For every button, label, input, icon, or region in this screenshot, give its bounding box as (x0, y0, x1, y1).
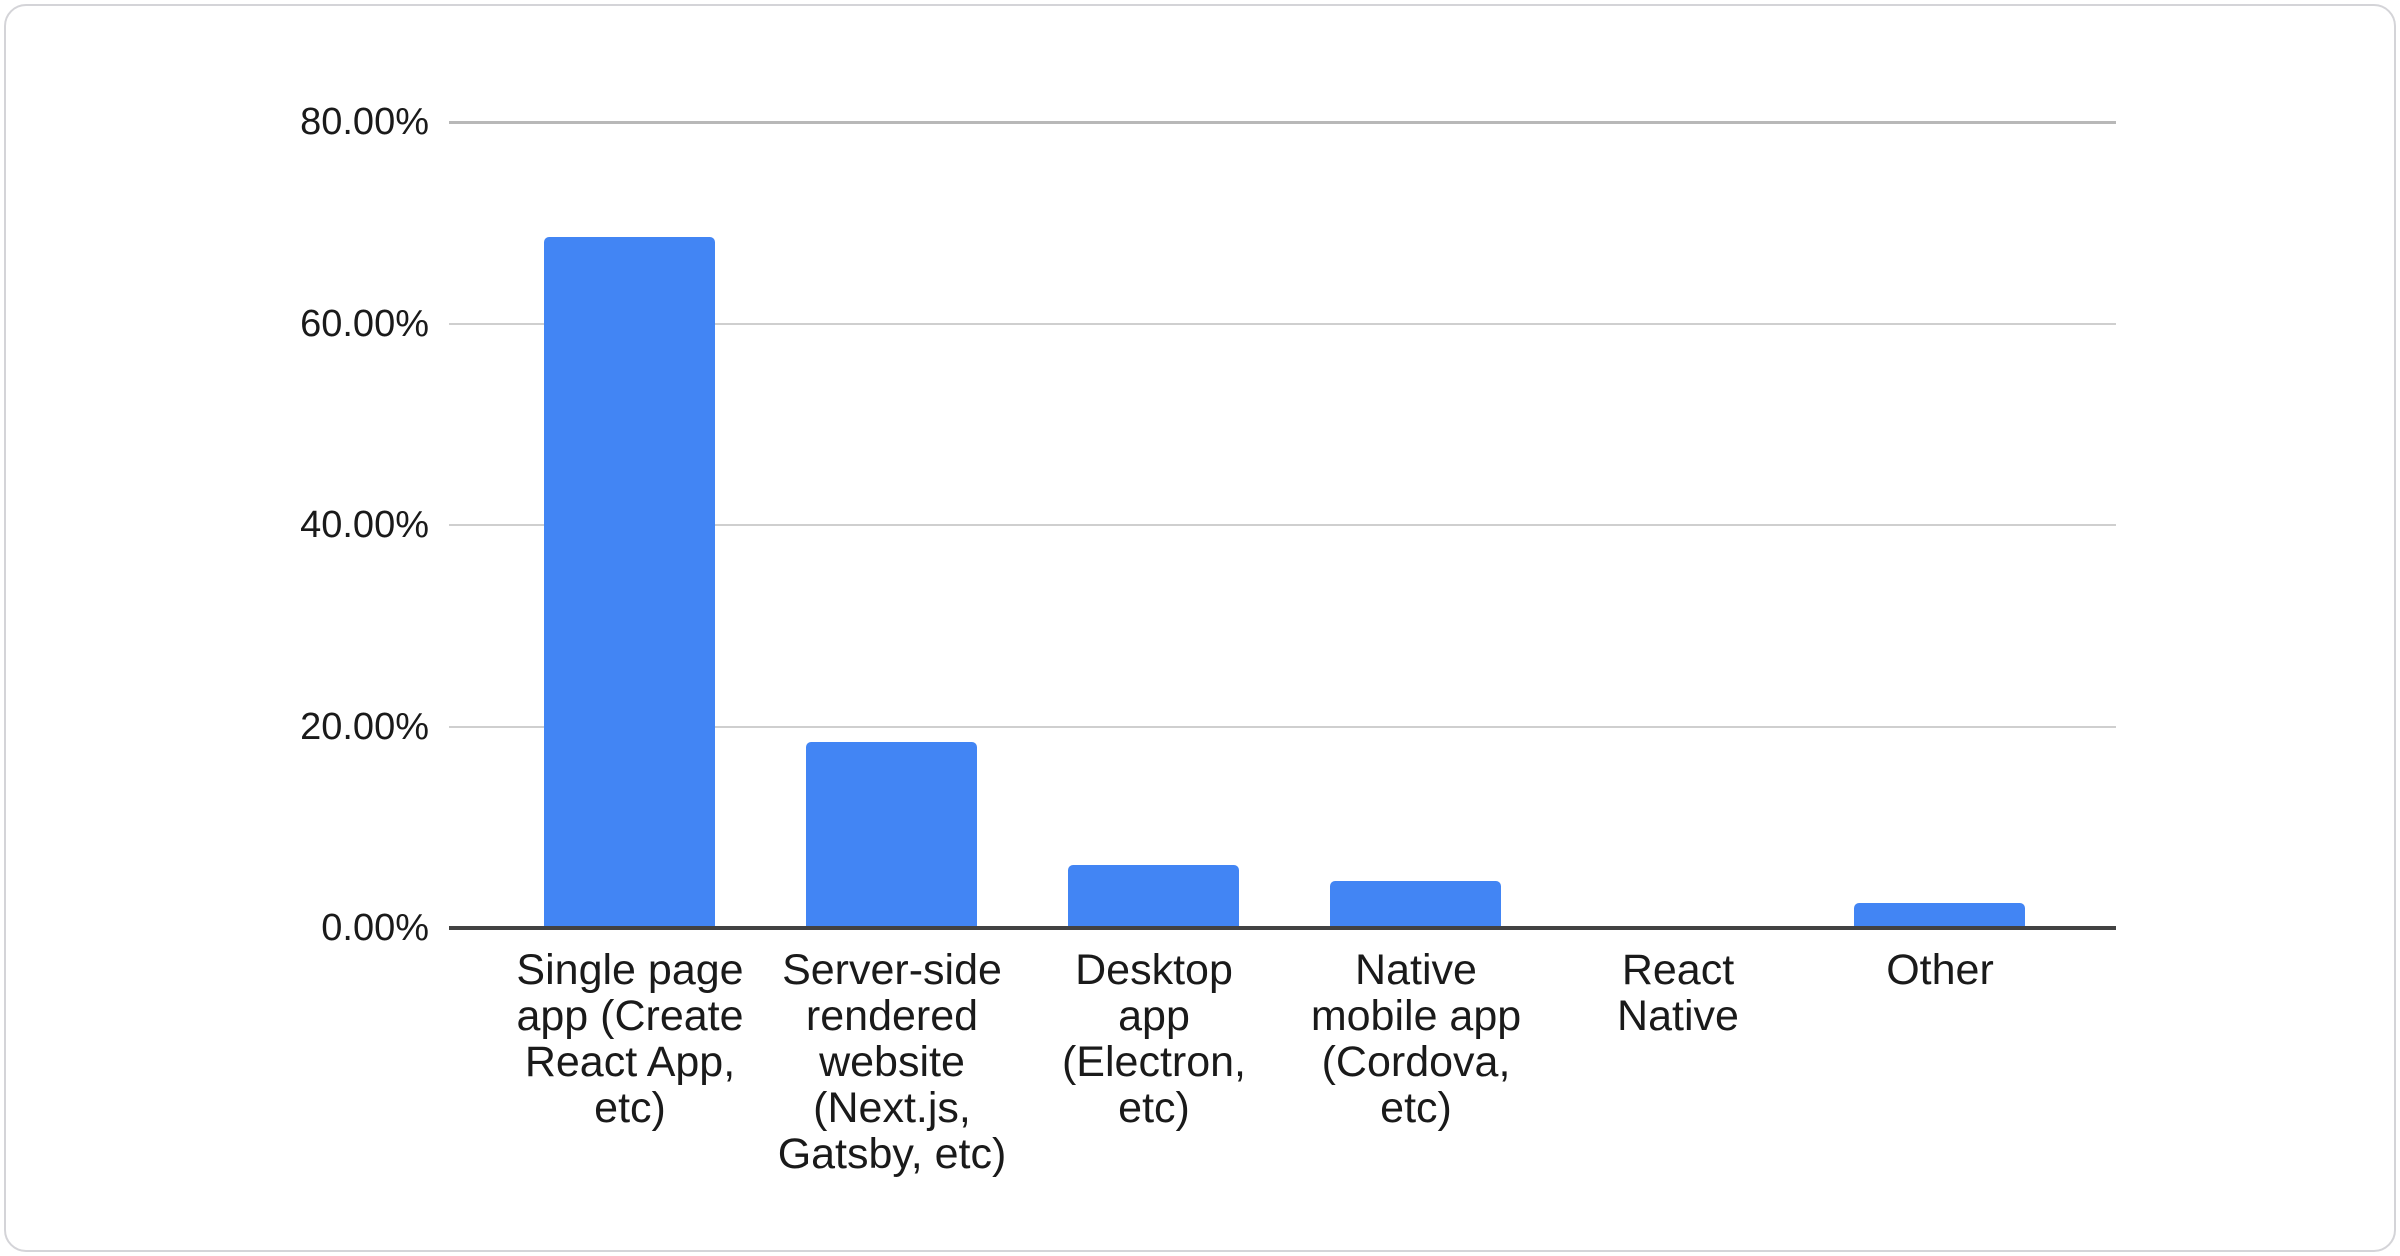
x-axis-label-desktop-app: Desktop app (Electron, etc) (1061, 946, 1246, 1132)
bar-native-mobile-app[interactable] (1330, 881, 1501, 926)
bar-server-side-rendered-website[interactable] (806, 742, 977, 926)
bar-chart: 80.00% 60.00% 40.00% 20.00% 0.00% Single pag… (6, 6, 2394, 1250)
y-tick-label-0: 0.00% (321, 907, 429, 949)
y-tick-label-40: 40.00% (300, 504, 429, 546)
bar-other[interactable] (1854, 903, 2025, 926)
gridline-80 (449, 121, 2116, 124)
gridline-40 (449, 524, 2116, 526)
x-axis-line (449, 926, 2116, 930)
x-axis-label-react-native: React Native (1617, 946, 1739, 1040)
bar-single-page-app[interactable] (544, 237, 715, 926)
gridline-20 (449, 725, 2116, 728)
y-tick-label-20: 20.00% (300, 705, 429, 748)
x-axis-label-native-mobile-app: Native mobile app (Cordova, etc) (1310, 946, 1522, 1132)
x-axis-label-other: Other (1886, 946, 1994, 994)
y-tick-label-60: 60.00% (300, 302, 429, 345)
x-axis-label-server-side-rendered-website: Server-side rendered website (Next.js, G… (777, 946, 1007, 1178)
chart-card: 80.00% 60.00% 40.00% 20.00% 0.00% Single pag… (4, 4, 2396, 1252)
gridline-60 (449, 322, 2116, 325)
x-axis-label-single-page-app: Single page app (Create React App, etc) (516, 946, 744, 1132)
y-tick-label-80: 80.00% (300, 101, 429, 143)
bar-desktop-app[interactable] (1068, 865, 1239, 926)
